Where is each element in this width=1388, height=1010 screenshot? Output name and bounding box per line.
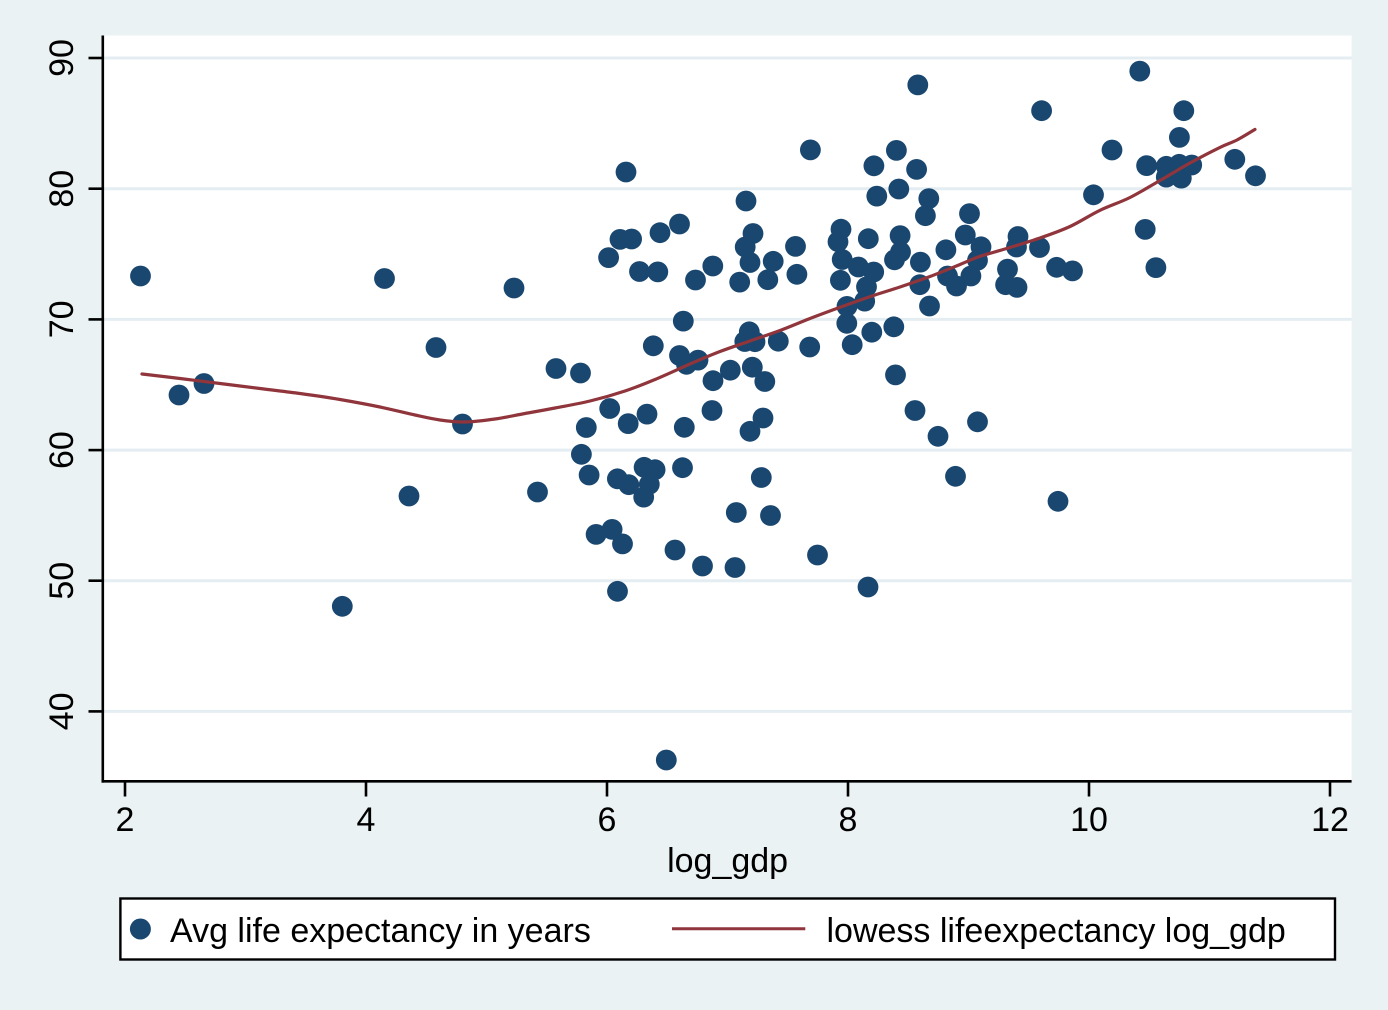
svg-text:90: 90 — [43, 39, 81, 77]
svg-text:40: 40 — [43, 692, 81, 730]
svg-text:lowess lifeexpectancy log_gdp: lowess lifeexpectancy log_gdp — [827, 912, 1286, 950]
svg-text:10: 10 — [1070, 801, 1108, 839]
svg-text:Avg life expectancy in years: Avg life expectancy in years — [170, 912, 591, 950]
svg-text:80: 80 — [43, 170, 81, 208]
svg-text:log_gdp: log_gdp — [667, 842, 788, 880]
svg-text:6: 6 — [598, 801, 617, 839]
svg-text:2: 2 — [116, 801, 135, 839]
svg-text:8: 8 — [839, 801, 858, 839]
svg-text:60: 60 — [43, 431, 81, 469]
svg-text:4: 4 — [357, 801, 376, 839]
svg-text:50: 50 — [43, 562, 81, 600]
svg-text:12: 12 — [1311, 801, 1349, 839]
svg-text:70: 70 — [43, 300, 81, 338]
